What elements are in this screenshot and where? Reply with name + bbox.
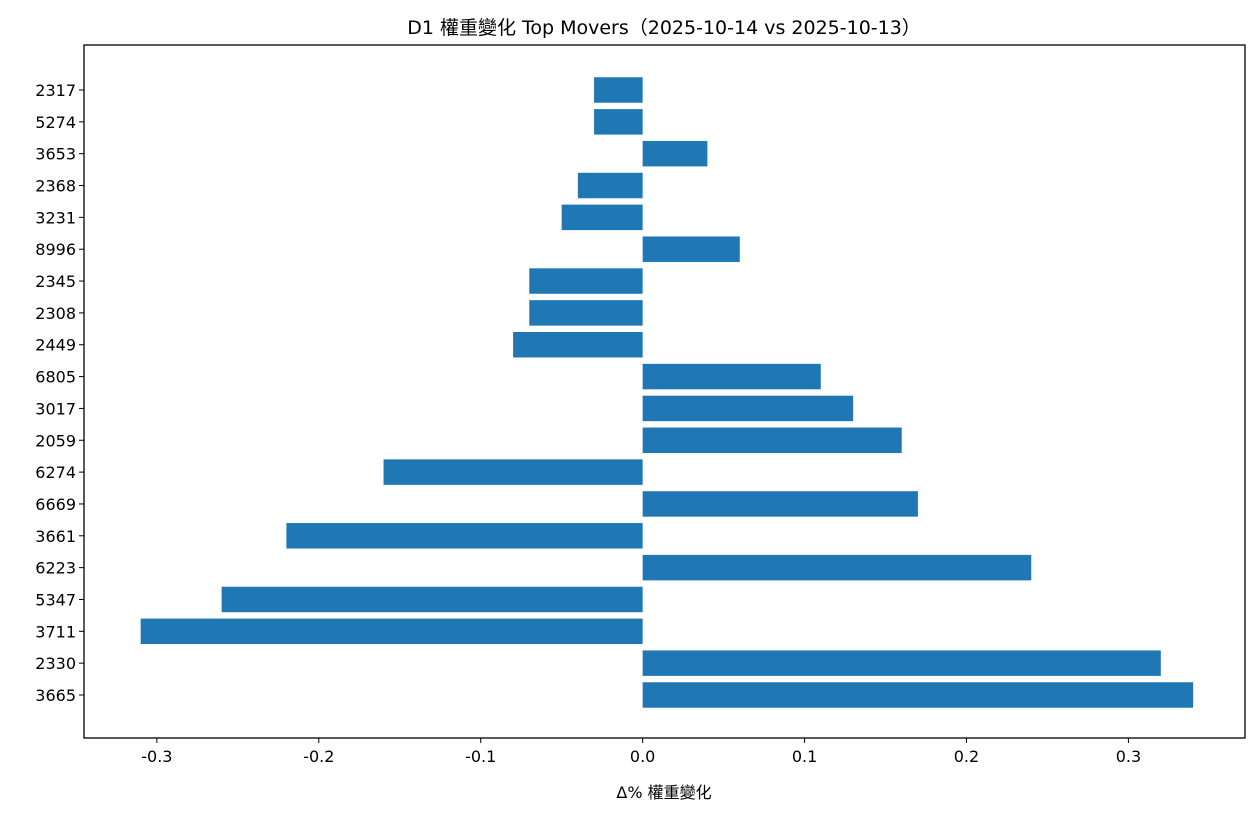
bar-3661 (286, 523, 643, 549)
bar-2317 (594, 77, 643, 103)
bar-3665 (642, 682, 1194, 708)
y-tick-label: 2317 (35, 81, 76, 100)
bar-5274 (594, 109, 643, 135)
x-axis: -0.3 -0.2 -0.1 0.0 0.1 0.2 0.3 (141, 738, 1141, 766)
x-tick-label: -0.2 (303, 747, 334, 766)
bar-2330 (642, 650, 1161, 676)
y-tick-label: 5274 (35, 113, 76, 132)
x-tick-label: -0.3 (141, 747, 172, 766)
y-tick-label: 2059 (35, 431, 76, 450)
x-tick-label: 0.1 (792, 747, 817, 766)
bar-2449 (513, 332, 643, 358)
y-tick-label: 3231 (35, 208, 76, 227)
bar-2368 (577, 172, 643, 199)
bar-6669 (642, 491, 918, 517)
y-tick-label: 5347 (35, 590, 76, 609)
bar-3017 (642, 395, 854, 422)
y-axis: 3665 2330 3711 5347 6223 3661 6669 6274 2059 3017… (35, 81, 84, 705)
x-tick-label: 0.0 (630, 747, 655, 766)
y-tick-label: 2449 (35, 336, 76, 355)
bar-8996 (642, 236, 740, 262)
y-tick-label: 6669 (35, 495, 76, 514)
bar-2345 (529, 268, 643, 294)
bar-3231 (561, 204, 643, 231)
bar-6223 (642, 554, 1032, 581)
bar-2059 (642, 427, 902, 453)
plot-frame (83, 44, 1246, 739)
chart-title: D1 權重變化 Top Movers（2025-10-14 vs 2025-10… (407, 17, 921, 39)
y-tick-label: 3711 (35, 622, 76, 641)
bar-3711 (140, 618, 643, 645)
x-tick-label: 0.2 (954, 747, 979, 766)
bar-2308 (529, 300, 643, 326)
y-tick-label: 6805 (35, 368, 76, 387)
x-tick-label: -0.1 (465, 747, 496, 766)
bar-5347 (221, 586, 643, 613)
y-tick-label: 2368 (35, 177, 76, 196)
y-tick-label: 3665 (35, 686, 76, 705)
bar-6805 (642, 363, 821, 390)
y-tick-label: 2308 (35, 304, 76, 323)
y-tick-label: 2330 (35, 654, 76, 673)
y-tick-label: 8996 (35, 240, 76, 259)
bars-group (140, 77, 1194, 708)
y-tick-label: 3661 (35, 527, 76, 546)
x-tick-label: 0.3 (1116, 747, 1141, 766)
x-axis-label: Δ% 權重變化 (616, 783, 711, 802)
y-tick-label: 6274 (35, 463, 76, 482)
y-tick-label: 3653 (35, 145, 76, 164)
bar-6274 (383, 459, 643, 485)
y-tick-label: 2345 (35, 272, 76, 291)
y-tick-label: 3017 (35, 399, 76, 418)
bar-3653 (642, 140, 708, 167)
y-tick-label: 6223 (35, 559, 76, 578)
